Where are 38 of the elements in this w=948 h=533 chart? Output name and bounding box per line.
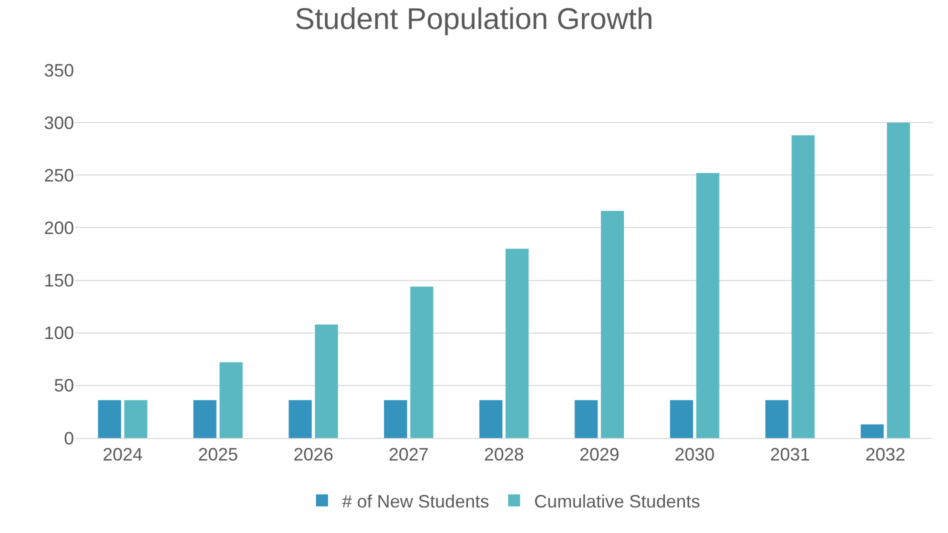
bar <box>384 400 408 438</box>
x-tick-label: 2026 <box>293 444 334 465</box>
legend-label: # of New Students <box>342 491 490 512</box>
bar <box>600 210 624 438</box>
legend-label: Cumulative Students <box>534 491 700 512</box>
chart-title: Student Population Growth <box>294 2 654 36</box>
bar <box>410 286 434 438</box>
bar <box>193 400 216 438</box>
bar <box>124 400 148 438</box>
bar <box>288 400 312 438</box>
y-tick-label: 150 <box>44 270 74 291</box>
bar <box>506 248 529 438</box>
y-tick-label: 200 <box>44 218 74 238</box>
bar <box>98 400 122 438</box>
x-tick-label: 2031 <box>770 444 810 465</box>
bar <box>792 135 815 438</box>
bar <box>670 400 694 438</box>
y-tick-label: 0 <box>64 428 74 448</box>
y-tick-label: 100 <box>44 323 74 344</box>
bar <box>314 324 338 438</box>
bar <box>696 173 720 438</box>
y-tick-label: 250 <box>44 165 74 186</box>
x-tick-label: 2024 <box>102 444 143 465</box>
x-tick-label: 2027 <box>388 444 429 465</box>
bar <box>479 400 502 438</box>
x-tick-label: 2028 <box>484 444 524 465</box>
bar <box>886 122 910 438</box>
x-tick-label: 2030 <box>674 444 715 465</box>
bar <box>765 400 788 438</box>
bar <box>220 362 243 438</box>
y-tick-label: 350 <box>44 60 74 80</box>
bar <box>860 424 884 438</box>
bar <box>574 400 598 438</box>
x-tick-label: 2025 <box>198 444 238 465</box>
x-tick-label: 2029 <box>579 444 620 465</box>
x-tick-label: 2032 <box>865 444 906 465</box>
y-tick-label: 50 <box>54 376 74 396</box>
y-tick-label: 300 <box>44 112 74 133</box>
